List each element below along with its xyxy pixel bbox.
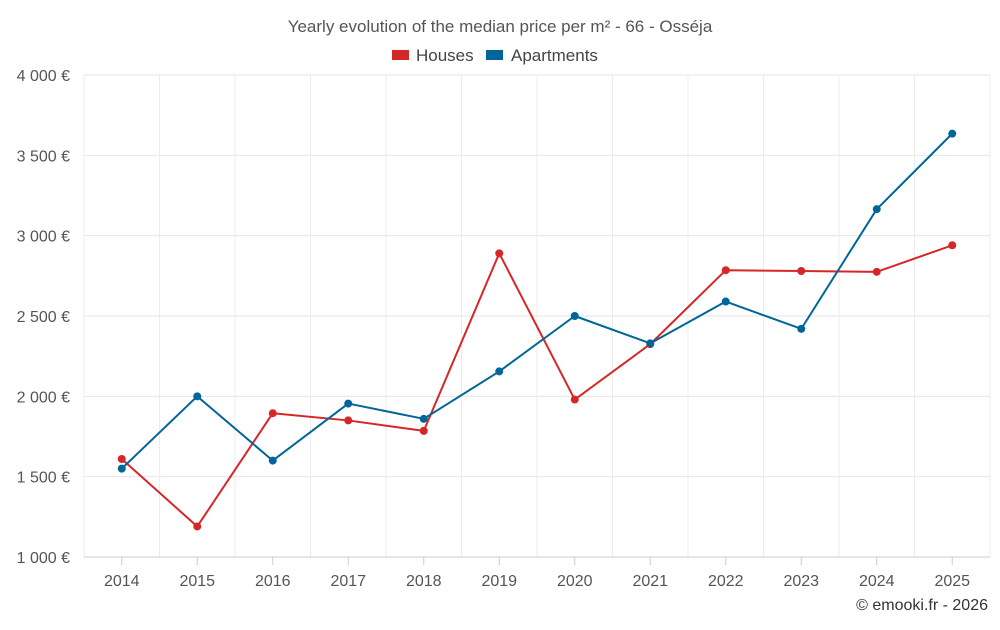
data-point-houses[interactable] bbox=[948, 241, 957, 250]
legend-item-houses[interactable]: Houses bbox=[392, 46, 474, 65]
x-tick-label: 2017 bbox=[330, 573, 366, 590]
legend-label-apartments: Apartments bbox=[511, 46, 598, 65]
x-tick-label: 2016 bbox=[255, 573, 291, 590]
y-tick-label: 1 000 € bbox=[17, 550, 70, 567]
grid bbox=[83, 74, 991, 558]
x-tick-label: 2019 bbox=[481, 573, 517, 590]
copyright-credit: © emooki.fr - 2026 bbox=[856, 597, 988, 614]
x-tick-label: 2025 bbox=[934, 573, 970, 590]
data-point-apartments[interactable] bbox=[268, 456, 277, 465]
data-point-apartments[interactable] bbox=[344, 399, 353, 408]
x-tick-label: 2024 bbox=[859, 573, 895, 590]
data-point-apartments[interactable] bbox=[193, 392, 202, 401]
x-tick-label: 2023 bbox=[783, 573, 819, 590]
legend-swatch-apartments bbox=[486, 50, 503, 60]
y-tick-label: 2 500 € bbox=[17, 309, 70, 326]
data-point-apartments[interactable] bbox=[872, 205, 881, 214]
data-point-apartments[interactable] bbox=[646, 339, 655, 348]
x-tick-label: 2014 bbox=[104, 573, 140, 590]
data-point-houses[interactable] bbox=[721, 266, 730, 275]
data-point-apartments[interactable] bbox=[948, 129, 957, 138]
data-point-apartments[interactable] bbox=[797, 324, 806, 333]
series-layer bbox=[117, 129, 957, 531]
data-point-houses[interactable] bbox=[117, 454, 126, 463]
data-point-houses[interactable] bbox=[570, 395, 579, 404]
axes: 1 000 € 1 500 € 2 000 € 2 500 € 3 000 € 3 500… bbox=[17, 68, 990, 590]
chart-title: Yearly evolution of the median price per… bbox=[288, 17, 713, 36]
legend: Houses Apartments bbox=[392, 46, 598, 65]
data-point-houses[interactable] bbox=[419, 426, 428, 435]
series-apartments bbox=[117, 129, 957, 473]
data-point-houses[interactable] bbox=[344, 416, 353, 425]
y-tick-label: 3 000 € bbox=[17, 229, 70, 246]
data-point-apartments[interactable] bbox=[570, 312, 579, 320]
data-point-apartments[interactable] bbox=[495, 367, 504, 376]
y-tick-label: 3 500 € bbox=[17, 148, 70, 165]
series-line-houses bbox=[121, 244, 953, 528]
y-tick-label: 4 000 € bbox=[17, 68, 70, 85]
legend-swatch-houses bbox=[392, 50, 409, 60]
x-tick-label: 2020 bbox=[557, 573, 593, 590]
y-tick-label: 1 500 € bbox=[17, 470, 70, 487]
x-tick-label: 2022 bbox=[708, 573, 744, 590]
data-point-houses[interactable] bbox=[872, 267, 881, 276]
data-point-apartments[interactable] bbox=[419, 414, 428, 423]
y-tick-label: 2 000 € bbox=[17, 389, 70, 406]
data-point-houses[interactable] bbox=[797, 267, 806, 276]
legend-label-houses: Houses bbox=[416, 46, 474, 65]
x-tick-label: 2021 bbox=[632, 573, 668, 590]
data-point-houses[interactable] bbox=[268, 409, 277, 418]
data-point-apartments[interactable] bbox=[117, 464, 126, 473]
x-tick-label: 2015 bbox=[179, 573, 215, 590]
x-tick-label: 2018 bbox=[406, 573, 442, 590]
data-point-apartments[interactable] bbox=[721, 297, 730, 306]
legend-item-apartments[interactable]: Apartments bbox=[486, 46, 598, 65]
data-point-houses[interactable] bbox=[193, 522, 202, 531]
series-line-apartments bbox=[121, 132, 953, 470]
data-point-houses[interactable] bbox=[495, 249, 504, 258]
